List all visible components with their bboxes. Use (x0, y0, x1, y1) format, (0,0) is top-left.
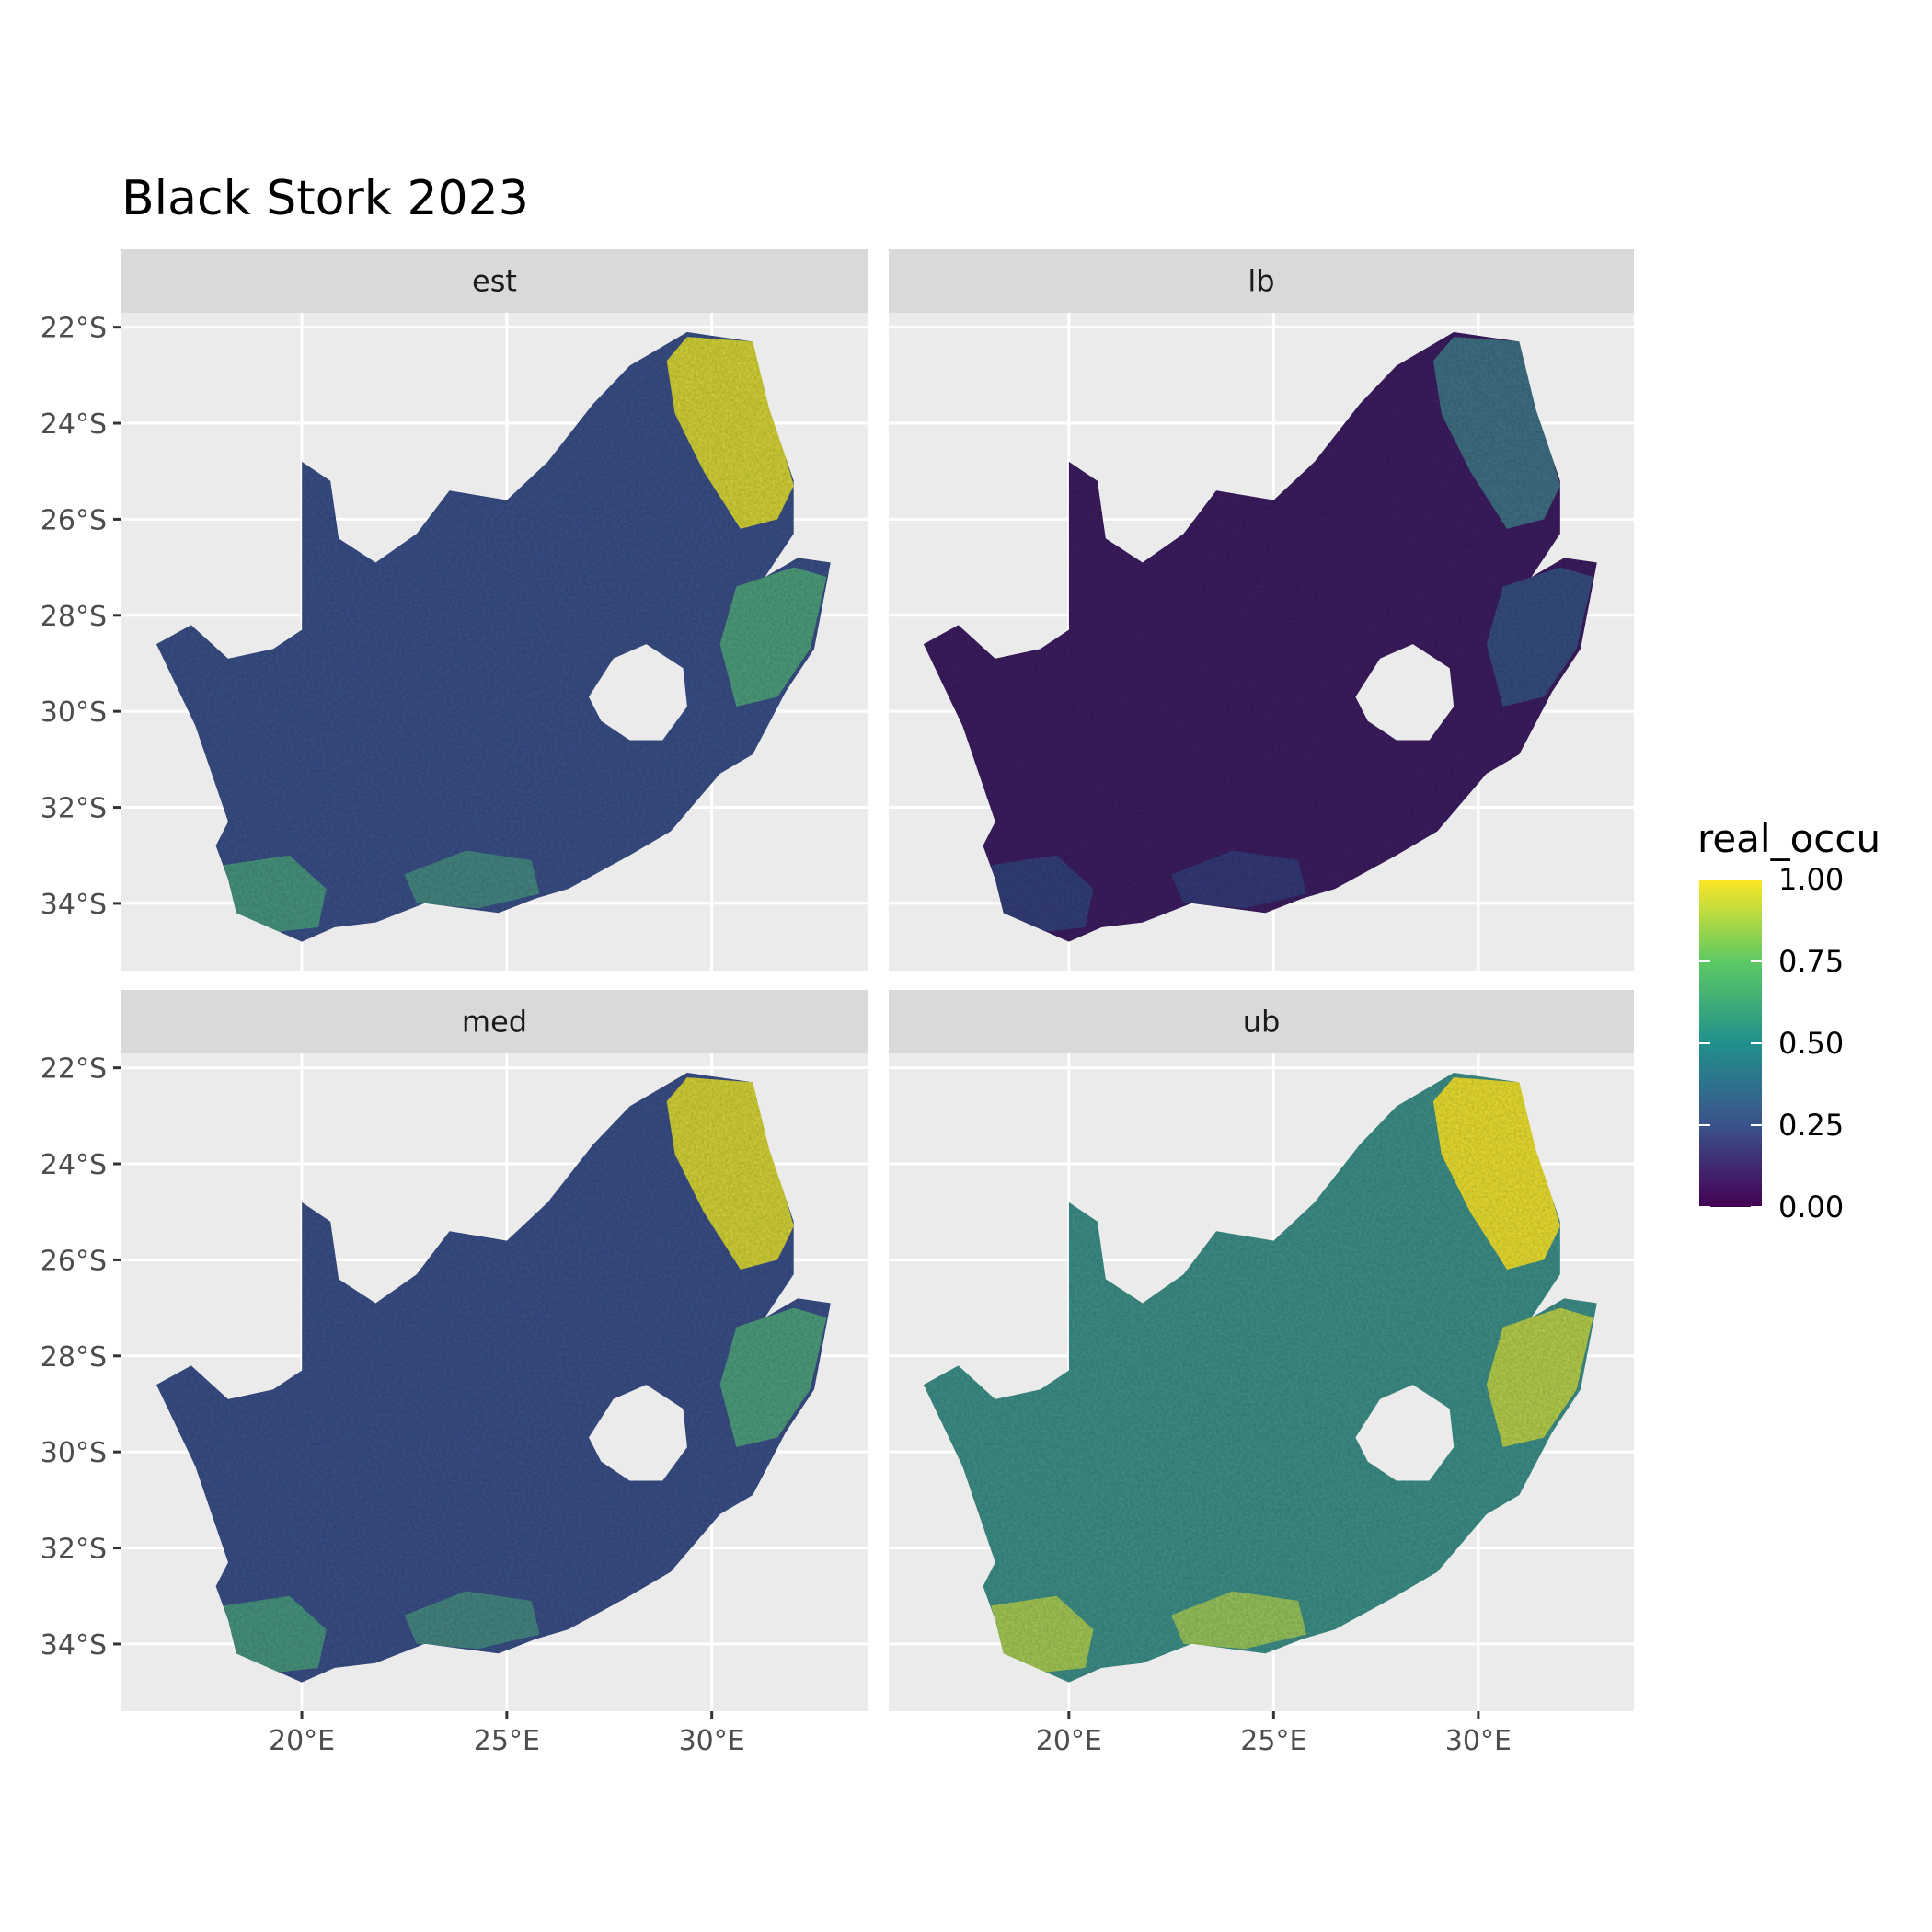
y-tick-label: 22°S (40, 1053, 107, 1086)
lesotho-hole (589, 644, 687, 741)
x-tick-label: 25°E (1240, 1725, 1306, 1757)
y-tick-label: 24°S (40, 408, 107, 441)
raster-texture (155, 331, 831, 942)
lesotho-hole (1355, 1385, 1455, 1481)
occupancy-map-ub (923, 1072, 1597, 1683)
facet-strip (121, 249, 868, 313)
facet-strip (889, 249, 1634, 313)
facet-label: lb (1248, 264, 1274, 299)
legend-title: real_occu (1697, 816, 1880, 861)
x-tick-label: 25°E (474, 1725, 540, 1757)
x-tick-label: 30°E (1445, 1725, 1512, 1757)
facet-label: est (472, 264, 517, 299)
legend-label: 0.50 (1778, 1026, 1844, 1061)
x-tick-label: 20°E (1036, 1725, 1102, 1757)
facet-strip (889, 990, 1634, 1053)
raster-texture (923, 1072, 1597, 1683)
y-tick-label: 22°S (40, 313, 107, 345)
occupancy-map-med (155, 1072, 831, 1683)
legend-label: 1.00 (1778, 862, 1844, 897)
y-tick-label: 24°S (40, 1149, 107, 1181)
facet-panel-med: med 22°S 24°S 26°S 28°S 30°S 32°S 34°S 20°E 25°E 3… (40, 990, 868, 1757)
legend-label: 0.25 (1778, 1108, 1844, 1143)
y-tick-label: 34°S (40, 1629, 107, 1662)
raster-texture (923, 331, 1597, 942)
facet-panel-ub: ub 20°E 25°E 30°E (889, 990, 1634, 1757)
lesotho-hole (1355, 644, 1455, 741)
y-tick-label: 30°S (40, 1437, 107, 1469)
facet-label: med (462, 1005, 527, 1040)
facet-panel-est: est 22°S 24°S 26°S 28°S 30°S 32°S 34°S (40, 249, 868, 971)
occupancy-map-lb (923, 331, 1597, 942)
facet-panel-lb: lb (889, 249, 1634, 971)
occupancy-map-est (155, 331, 831, 942)
lesotho-hole (589, 1385, 687, 1481)
chart-title: Black Stork 2023 (121, 171, 529, 226)
y-tick-label: 30°S (40, 696, 107, 729)
x-tick-label: 30°E (679, 1725, 745, 1757)
y-tick-label: 26°S (40, 1245, 107, 1277)
raster-texture (155, 1072, 831, 1683)
y-tick-label: 32°S (40, 793, 107, 825)
legend-label: 0.75 (1778, 944, 1844, 979)
y-tick-label: 26°S (40, 504, 107, 536)
y-tick-label: 28°S (40, 1341, 107, 1374)
y-tick-label: 34°S (40, 889, 107, 921)
legend-label: 0.00 (1778, 1190, 1844, 1225)
y-tick-label: 28°S (40, 601, 107, 633)
x-tick-label: 20°E (269, 1725, 335, 1757)
facet-strip (121, 990, 868, 1053)
y-tick-label: 32°S (40, 1534, 107, 1566)
facet-label: ub (1243, 1005, 1281, 1040)
